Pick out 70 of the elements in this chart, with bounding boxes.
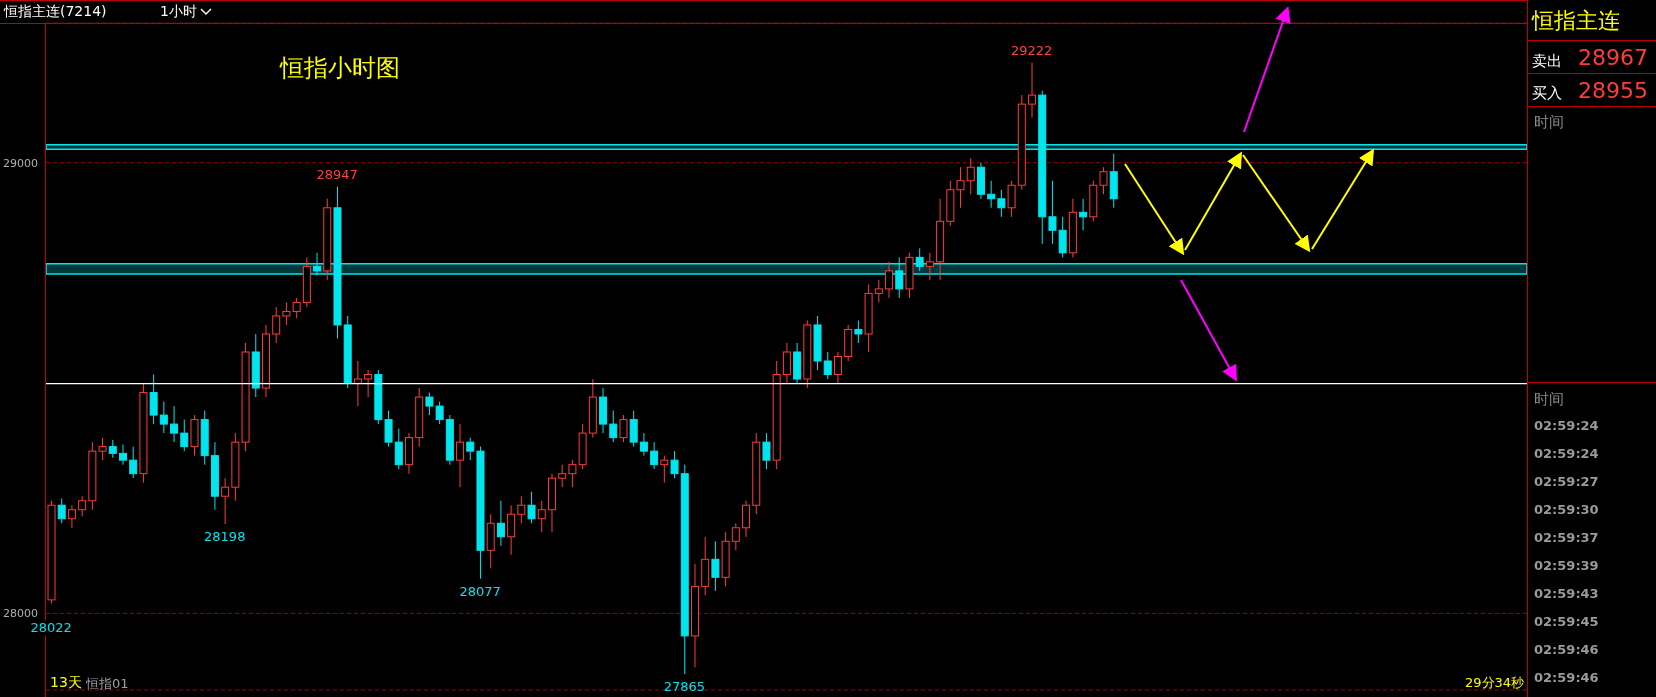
text: 02:59:24 (1534, 446, 1599, 461)
text: 卖出 (1532, 52, 1562, 71)
text: 时间 (1534, 113, 1564, 132)
candlestick (976, 162, 985, 200)
annotation: 29分34秒 (1465, 674, 1525, 692)
candlestick (936, 198, 945, 281)
text: 02:59:45 (1534, 614, 1599, 629)
candlestick (742, 500, 751, 538)
candlestick (404, 432, 413, 475)
candlestick (1048, 180, 1057, 245)
candlestick (1068, 198, 1077, 258)
annotation: 28077 (459, 583, 501, 599)
text: 02:59:37 (1534, 530, 1599, 545)
text: 时间 (1534, 390, 1564, 409)
candlestick (956, 166, 965, 209)
text: 恒指主连(7214) (4, 3, 107, 21)
candlestick (170, 405, 179, 443)
text: 02:59:46 (1534, 670, 1599, 685)
candlestick (1109, 153, 1118, 209)
candlestick (885, 261, 894, 299)
candlestick (864, 283, 873, 353)
annotation: 28198 (204, 529, 246, 545)
candlestick (496, 500, 505, 547)
candlestick (793, 342, 802, 385)
annotation: 13天 (50, 674, 82, 692)
y-tick-label: 29000 (3, 156, 38, 170)
text: 02:59:30 (1534, 502, 1599, 517)
candlestick (353, 360, 362, 407)
text: 02:59:24 (1534, 418, 1599, 433)
candlestick (782, 342, 791, 385)
candlestick (711, 540, 720, 592)
candlestick (507, 504, 516, 556)
candlestick (639, 432, 648, 457)
text: 02:59:46 (1534, 642, 1599, 657)
text: 02:59:27 (1534, 474, 1599, 489)
candlestick (925, 252, 934, 281)
text: 02:59:39 (1534, 558, 1599, 573)
annotation: 27865 (663, 679, 706, 695)
candlestick (119, 443, 127, 466)
text: 恒指主连 (1532, 7, 1620, 35)
text: 28967 (1578, 45, 1648, 70)
candlestick (78, 495, 87, 517)
candlestick (486, 513, 495, 569)
y-tick-label: 28000 (3, 607, 38, 621)
candlestick (966, 157, 975, 195)
candlestick (1079, 198, 1088, 231)
candlestick (67, 504, 76, 529)
text: 恒指小时图 (280, 53, 400, 84)
candlestick (547, 473, 556, 533)
text: 02:59:43 (1534, 586, 1599, 601)
candlestick (159, 401, 168, 434)
candlestick (364, 369, 373, 398)
annotation: 29222 (1010, 42, 1053, 58)
candlestick (313, 252, 322, 276)
candlestick (1028, 62, 1037, 119)
annotation: 28022 (30, 620, 72, 636)
text: 买入 (1532, 84, 1562, 103)
candlestick (833, 351, 842, 385)
annotation: 恒指01 (86, 675, 129, 693)
candlestick (261, 324, 270, 398)
candlestick (210, 441, 219, 511)
candlestick (599, 387, 608, 434)
candlestick (221, 477, 230, 525)
text: 1小时 (160, 3, 197, 21)
text: 28955 (1578, 78, 1648, 103)
candlestick (690, 563, 699, 668)
candlestick (987, 180, 996, 209)
candlestick (650, 441, 659, 470)
annotation: 28947 (316, 166, 358, 182)
candlestick (456, 423, 465, 488)
